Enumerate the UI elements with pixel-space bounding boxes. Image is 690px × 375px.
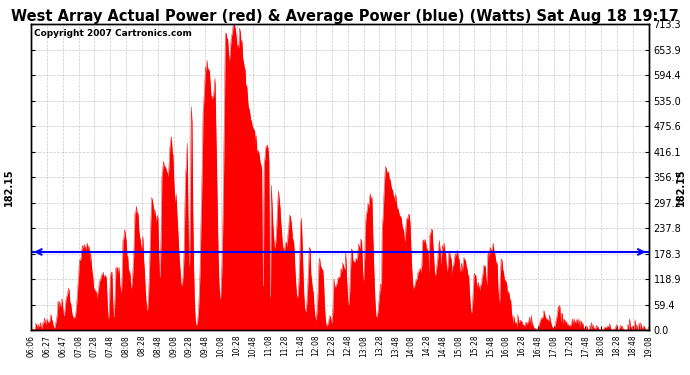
- Text: West Array Actual Power (red) & Average Power (blue) (Watts) Sat Aug 18 19:17: West Array Actual Power (red) & Average …: [11, 9, 679, 24]
- Text: 182.15: 182.15: [4, 169, 14, 206]
- Text: Copyright 2007 Cartronics.com: Copyright 2007 Cartronics.com: [34, 29, 192, 38]
- Text: 182.15: 182.15: [676, 169, 686, 206]
